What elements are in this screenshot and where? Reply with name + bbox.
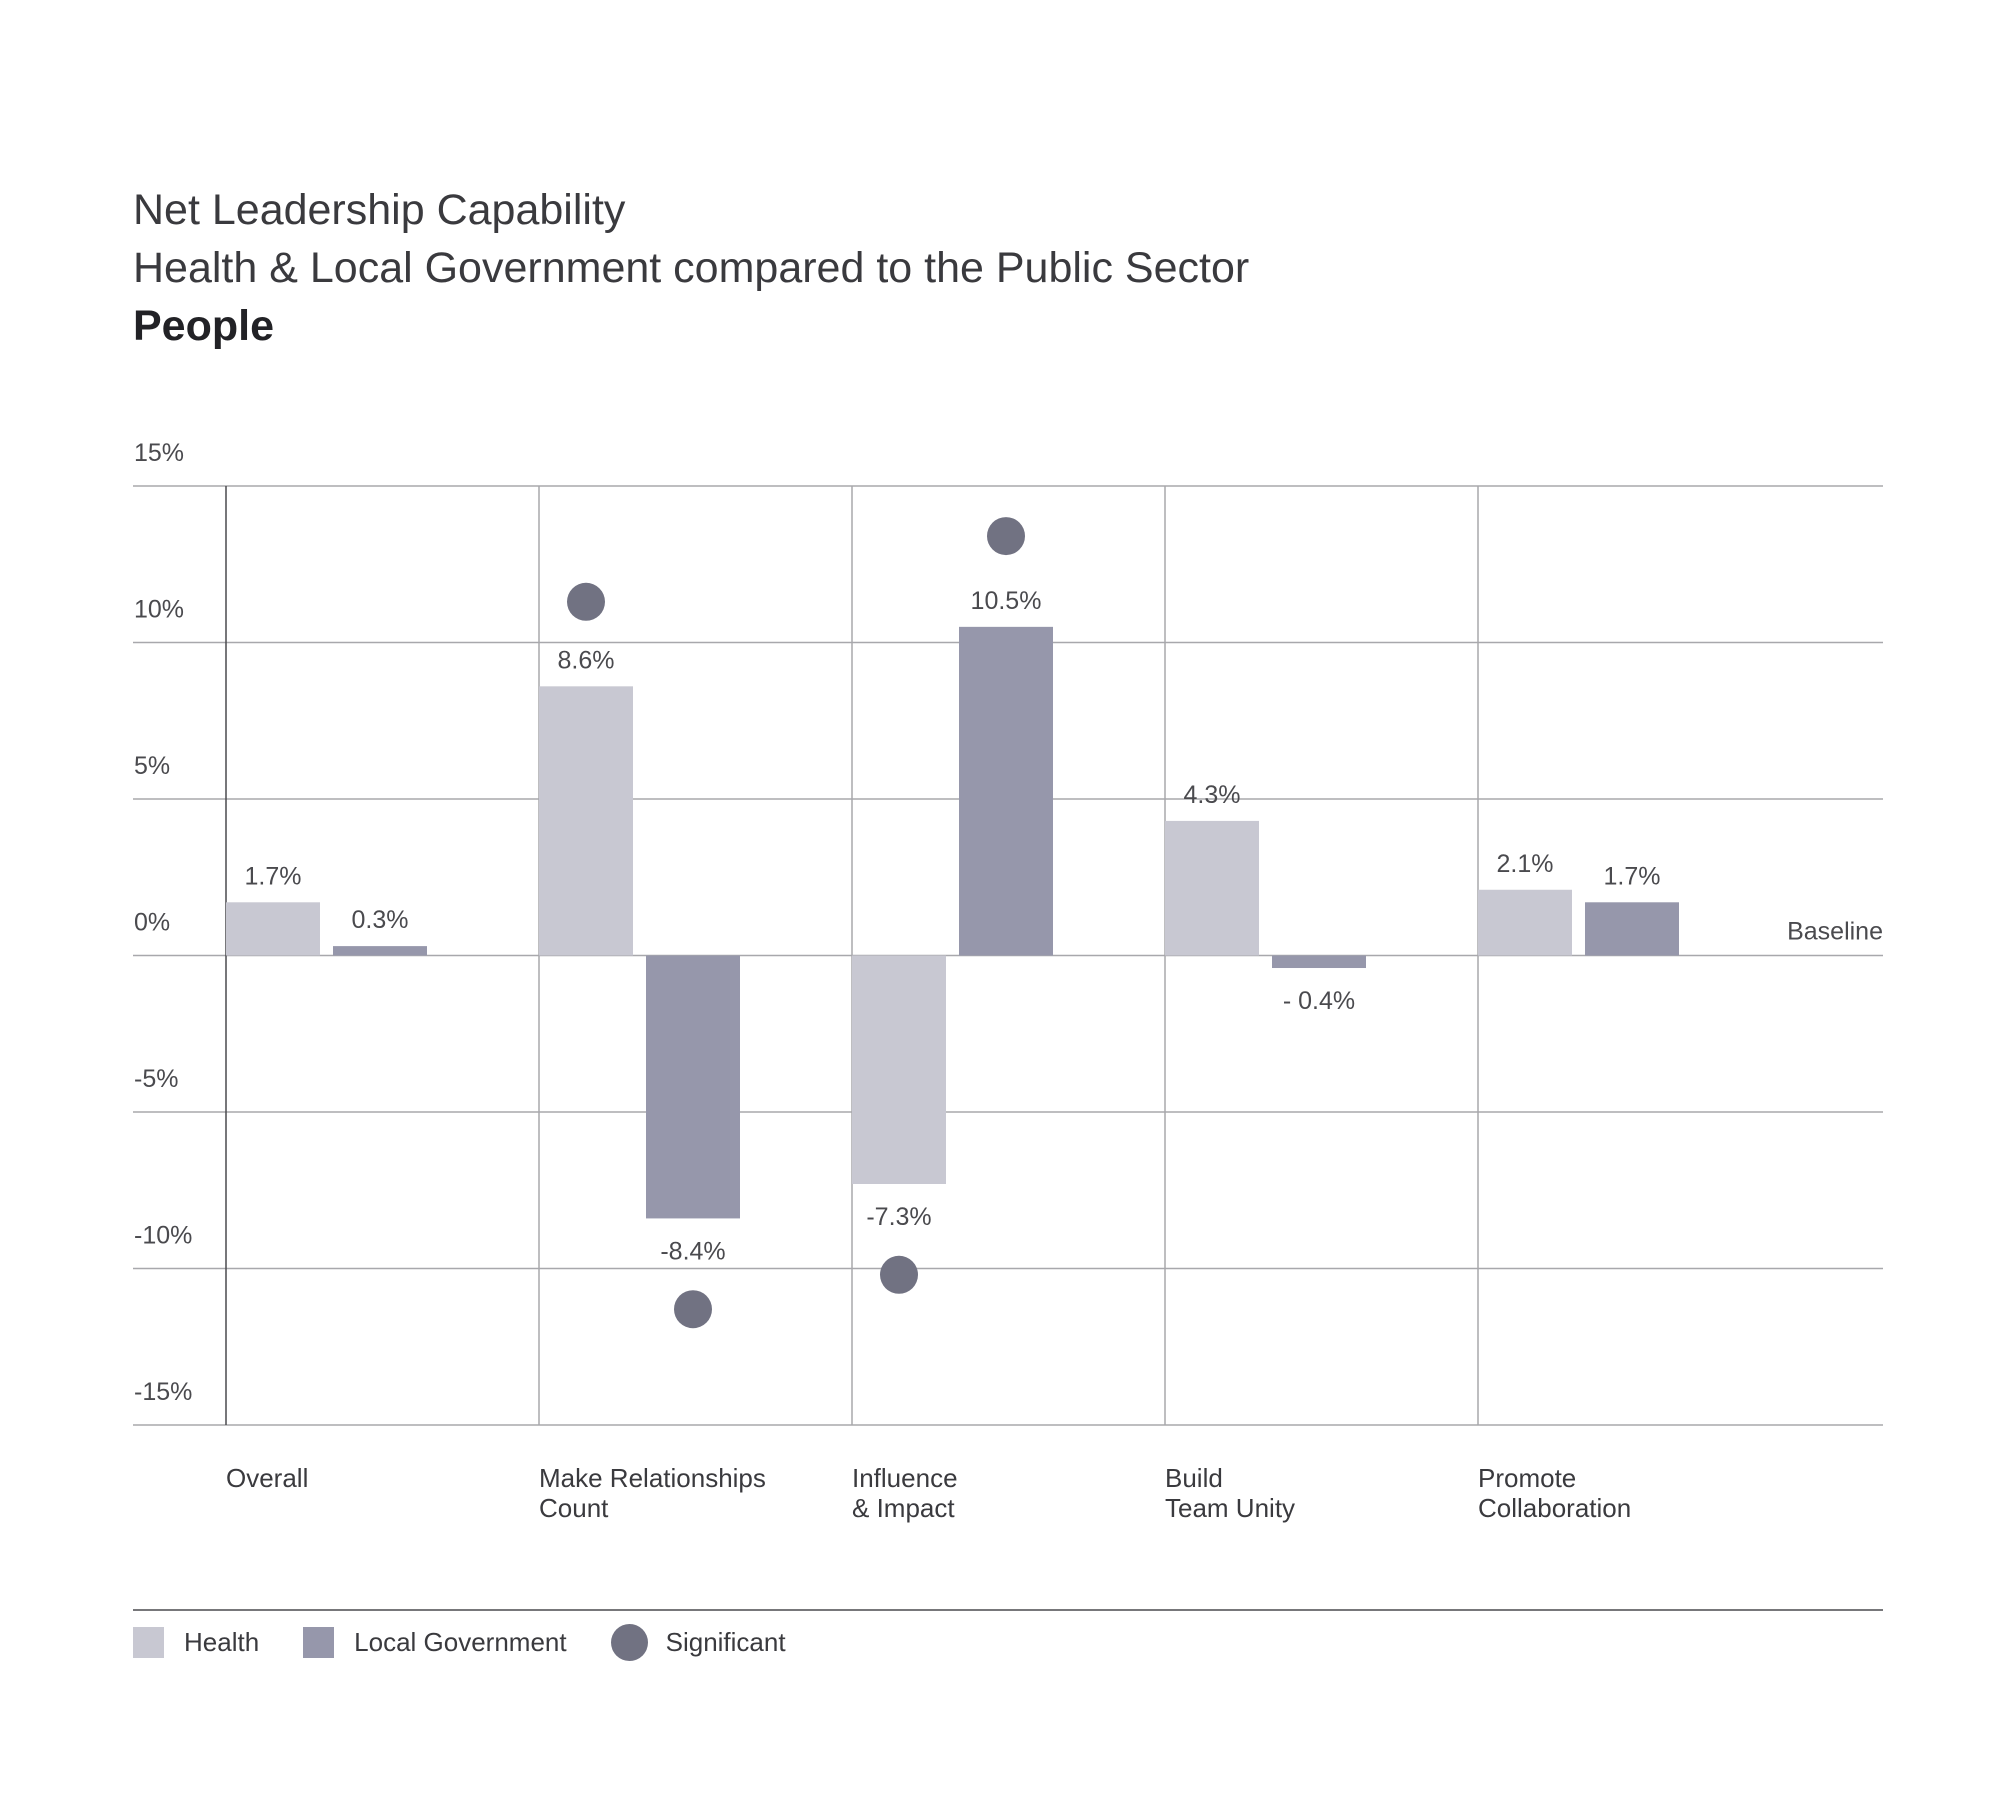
significant-marker	[567, 582, 605, 621]
chart-subtitle: Health & Local Government compared to th…	[133, 244, 1250, 292]
bar-local-government	[959, 626, 1053, 956]
data-label: 10.5%	[971, 587, 1042, 615]
y-tick-label: 5%	[134, 752, 170, 780]
legend-label-health: Health	[184, 1627, 260, 1657]
y-tick-label: -15%	[134, 1378, 192, 1406]
legend-swatch-health	[133, 1627, 164, 1658]
chart-legend: Health Local Government Significant	[133, 1624, 830, 1661]
significant-marker	[987, 517, 1025, 556]
legend-marker-significant	[610, 1624, 648, 1661]
bar-health	[539, 686, 633, 956]
x-category-label: Influence	[852, 1463, 958, 1493]
data-label: 1.7%	[1604, 862, 1661, 890]
y-tick-label: 0%	[134, 909, 170, 937]
bar-local-government	[1585, 902, 1679, 956]
data-label: -7.3%	[866, 1203, 931, 1231]
legend-label-local-government: Local Government	[354, 1627, 567, 1657]
data-label: 1.7%	[245, 862, 302, 890]
x-category-label: Promote	[1478, 1463, 1576, 1493]
y-tick-label: -10%	[134, 1222, 192, 1250]
y-tick-label: 15%	[134, 439, 184, 467]
y-tick-label: -5%	[134, 1065, 178, 1093]
x-category-label: Team Unity	[1165, 1493, 1295, 1523]
y-tick-label: 10%	[134, 596, 184, 624]
data-label: 8.6%	[558, 646, 615, 674]
bar-health	[852, 955, 946, 1184]
bar-health	[226, 902, 320, 956]
data-label: - 0.4%	[1283, 987, 1355, 1015]
x-category-label: & Impact	[852, 1493, 955, 1523]
chart-section-title: People	[133, 302, 274, 350]
bar-local-government	[646, 955, 740, 1219]
bar-health	[1478, 889, 1572, 956]
significant-marker	[880, 1255, 918, 1294]
x-category-label: Collaboration	[1478, 1493, 1631, 1523]
legend-label-significant: Significant	[665, 1627, 786, 1657]
x-category-label: Make Relationships	[539, 1463, 766, 1493]
x-category-label: Overall	[226, 1463, 308, 1493]
bar-health	[1165, 820, 1259, 956]
data-label: 0.3%	[352, 906, 409, 934]
legend-item-significant: Significant	[610, 1624, 786, 1661]
x-category-label: Build	[1165, 1463, 1223, 1493]
legend-item-health: Health	[133, 1627, 259, 1658]
bar-local-government	[333, 946, 427, 956]
x-category-label: Count	[539, 1493, 609, 1523]
legend-swatch-local-government	[303, 1627, 335, 1658]
baseline-label: Baseline	[1787, 918, 1883, 946]
chart-title: Net Leadership Capability	[133, 186, 626, 234]
significant-marker	[674, 1290, 712, 1329]
bar-local-government	[1272, 955, 1366, 969]
data-label: 4.3%	[1184, 781, 1241, 809]
data-label: 2.1%	[1497, 850, 1554, 878]
legend-item-local-government: Local Government	[303, 1627, 567, 1658]
data-label: -8.4%	[660, 1237, 725, 1265]
